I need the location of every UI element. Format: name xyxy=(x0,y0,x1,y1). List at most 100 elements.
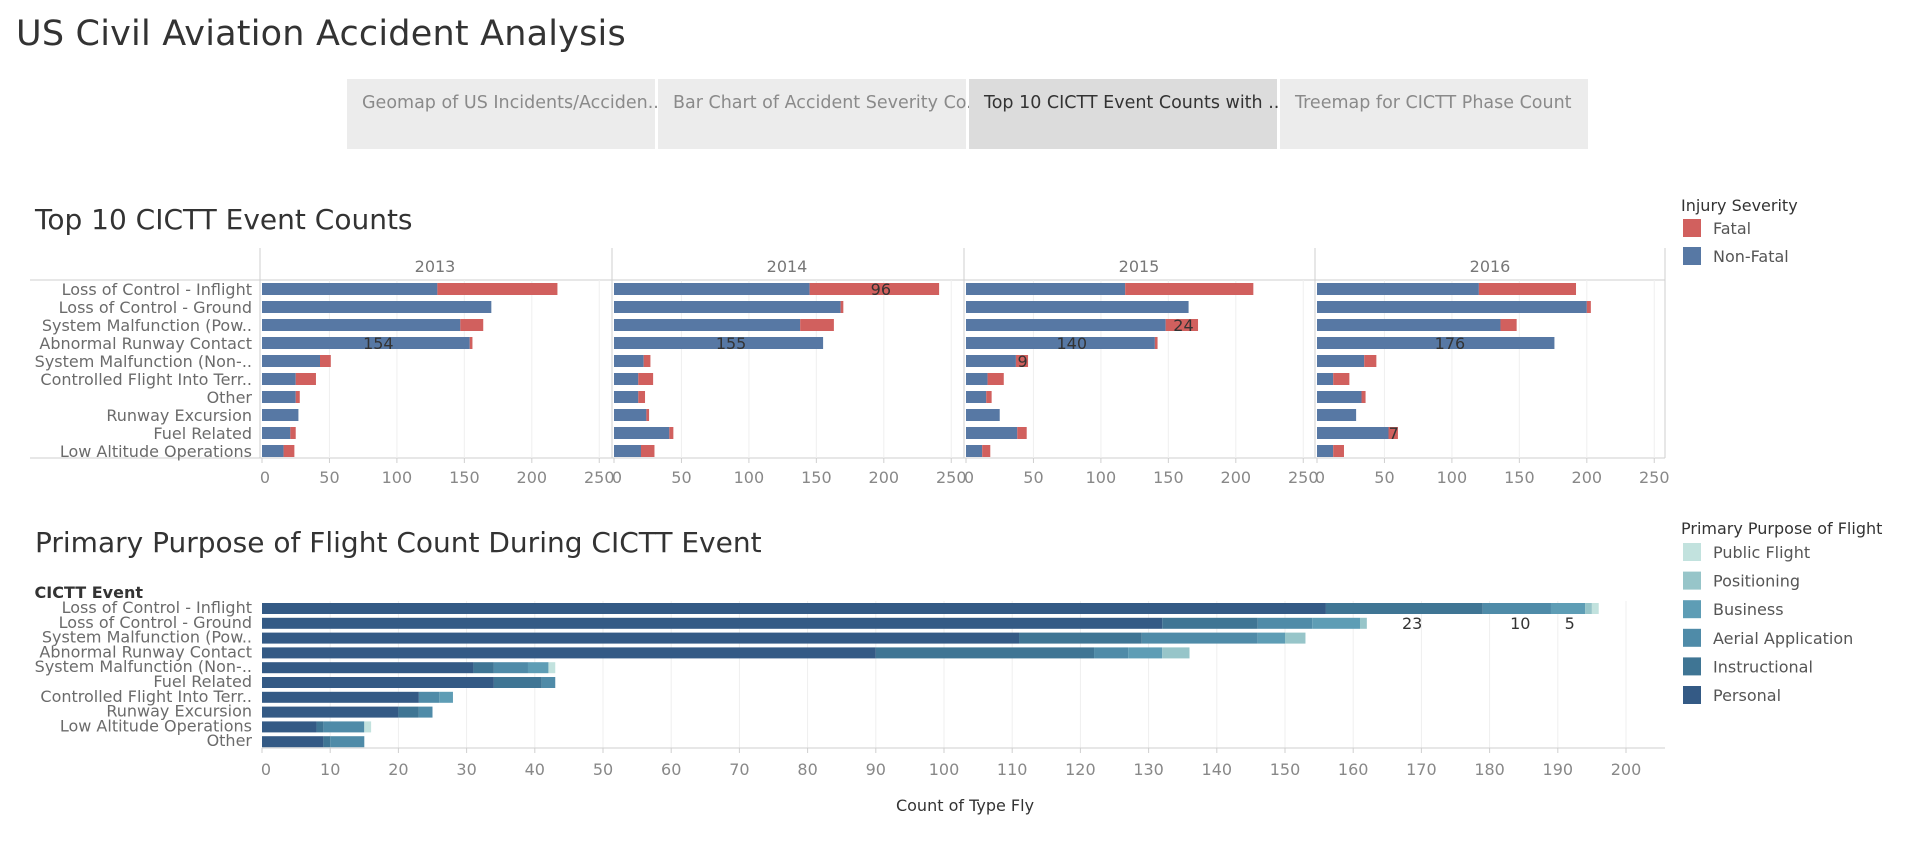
bar-abnormal-runway-contact-instructional[interactable] xyxy=(875,647,1095,659)
bar-2016-abnormal-runway-contact-non-fatal[interactable] xyxy=(1317,337,1555,349)
bar-abnormal-runway-contact-aerial-application[interactable] xyxy=(1094,647,1129,659)
bar-2015-controlled-flight-into-terr-non-fatal[interactable] xyxy=(966,373,988,385)
bar-2015-system-malfunction-pow-fatal[interactable] xyxy=(1165,319,1199,331)
bar-abnormal-runway-contact-personal[interactable] xyxy=(262,647,876,659)
bar-2015-runway-excursion-non-fatal[interactable] xyxy=(966,409,1000,421)
bar-2016-system-malfunction-non-fatal[interactable] xyxy=(1364,355,1377,367)
tab-top10-cictt[interactable]: Top 10 CICTT Event Counts with .. xyxy=(969,79,1279,149)
bar-system-malfunction-pow-positioning[interactable] xyxy=(1285,632,1306,644)
legend1-swatch-non-fatal[interactable] xyxy=(1683,247,1701,265)
bar-other-instructional[interactable] xyxy=(323,736,331,748)
legend2-swatch-public-flight[interactable] xyxy=(1683,543,1701,561)
bar-2015-abnormal-runway-contact-fatal[interactable] xyxy=(1154,337,1158,349)
legend2-item-aerial-application[interactable]: Aerial Application xyxy=(1713,629,1853,648)
bar-2016-loss-of-control-inflight-non-fatal[interactable] xyxy=(1317,283,1479,295)
bar-2013-system-malfunction-non-non-fatal[interactable] xyxy=(262,355,321,367)
bar-system-malfunction-non-instructional[interactable] xyxy=(473,662,494,674)
bar-2014-runway-excursion-fatal[interactable] xyxy=(646,409,650,421)
bar-2014-other-non-fatal[interactable] xyxy=(614,391,639,403)
bar-abnormal-runway-contact-positioning[interactable] xyxy=(1162,647,1190,659)
bar-fuel-related-aerial-application[interactable] xyxy=(541,677,556,688)
bar-2015-loss-of-control-inflight-non-fatal[interactable] xyxy=(966,283,1126,295)
bar-2015-loss-of-control-ground-non-fatal[interactable] xyxy=(966,301,1189,313)
bar-2013-controlled-flight-into-terr-non-fatal[interactable] xyxy=(262,373,296,385)
bar-2014-system-malfunction-pow-fatal[interactable] xyxy=(800,319,834,331)
legend1-item-non-fatal[interactable]: Non-Fatal xyxy=(1713,247,1789,266)
bar-2016-system-malfunction-non-non-fatal[interactable] xyxy=(1317,355,1365,367)
bar-2014-fuel-related-non-fatal[interactable] xyxy=(614,427,670,439)
bar-loss-of-control-ground-business[interactable] xyxy=(1312,617,1361,629)
bar-2014-loss-of-control-ground-fatal[interactable] xyxy=(840,301,844,313)
bar-loss-of-control-inflight-business[interactable] xyxy=(1550,603,1586,614)
bar-controlled-flight-into-terr-business[interactable] xyxy=(439,691,453,703)
bar-2016-runway-excursion-non-fatal[interactable] xyxy=(1317,409,1357,421)
bar-2013-fuel-related-fatal[interactable] xyxy=(290,427,296,439)
bar-2013-other-fatal[interactable] xyxy=(295,391,300,403)
bar-2016-low-altitude-operations-fatal[interactable] xyxy=(1333,445,1344,457)
bar-2015-other-non-fatal[interactable] xyxy=(966,391,987,403)
bar-2013-low-altitude-operations-fatal[interactable] xyxy=(283,445,295,457)
bar-2014-loss-of-control-ground-non-fatal[interactable] xyxy=(614,301,841,313)
bar-other-aerial-application[interactable] xyxy=(330,736,365,748)
bar-2016-loss-of-control-ground-fatal[interactable] xyxy=(1586,301,1591,313)
bar-2014-other-fatal[interactable] xyxy=(638,391,646,403)
bar-loss-of-control-inflight-public-flight[interactable] xyxy=(1591,603,1599,614)
legend1-swatch-fatal[interactable] xyxy=(1683,219,1701,237)
bar-2013-low-altitude-operations-non-fatal[interactable] xyxy=(262,445,284,457)
bar-runway-excursion-personal[interactable] xyxy=(262,706,399,718)
bar-2013-other-non-fatal[interactable] xyxy=(262,391,296,403)
legend2-item-public-flight[interactable]: Public Flight xyxy=(1713,543,1810,562)
legend2-swatch-business[interactable] xyxy=(1683,600,1701,619)
bar-abnormal-runway-contact-business[interactable] xyxy=(1128,647,1163,659)
bar-2015-controlled-flight-into-terr-fatal[interactable] xyxy=(987,373,1004,385)
bar-2015-system-malfunction-non-fatal[interactable] xyxy=(1015,355,1029,367)
bar-system-malfunction-non-personal[interactable] xyxy=(262,662,474,674)
bar-2013-system-malfunction-pow-fatal[interactable] xyxy=(460,319,484,331)
legend2-item-business[interactable]: Business xyxy=(1713,600,1784,619)
bar-2016-controlled-flight-into-terr-fatal[interactable] xyxy=(1333,373,1350,385)
bar-system-malfunction-pow-aerial-application[interactable] xyxy=(1141,632,1258,644)
bar-system-malfunction-non-aerial-application[interactable] xyxy=(493,662,528,674)
bar-loss-of-control-inflight-positioning[interactable] xyxy=(1585,603,1592,614)
bar-2014-controlled-flight-into-terr-fatal[interactable] xyxy=(638,373,654,385)
legend2-item-instructional[interactable]: Instructional xyxy=(1713,657,1813,676)
bar-2013-fuel-related-non-fatal[interactable] xyxy=(262,427,291,439)
bar-2016-loss-of-control-ground-non-fatal[interactable] xyxy=(1317,301,1587,313)
bar-fuel-related-personal[interactable] xyxy=(262,677,494,688)
bar-2015-low-altitude-operations-non-fatal[interactable] xyxy=(966,445,983,457)
bar-controlled-flight-into-terr-personal[interactable] xyxy=(262,691,419,703)
bar-system-malfunction-pow-business[interactable] xyxy=(1257,632,1285,644)
bar-runway-excursion-aerial-application[interactable] xyxy=(418,706,433,718)
bar-2013-controlled-flight-into-terr-fatal[interactable] xyxy=(295,373,316,385)
legend2-item-personal[interactable]: Personal xyxy=(1713,686,1781,705)
legend1-item-fatal[interactable]: Fatal xyxy=(1713,219,1751,238)
bar-2014-loss-of-control-inflight-fatal[interactable] xyxy=(809,283,940,295)
bar-other-personal[interactable] xyxy=(262,736,324,748)
bar-2015-system-malfunction-pow-non-fatal[interactable] xyxy=(966,319,1166,331)
tab-bar-chart[interactable]: Bar Chart of Accident Severity Co.. xyxy=(658,79,977,149)
bar-2014-system-malfunction-non-non-fatal[interactable] xyxy=(614,355,644,367)
bar-2014-low-altitude-operations-fatal[interactable] xyxy=(640,445,655,457)
bar-2013-loss-of-control-ground-non-fatal[interactable] xyxy=(262,301,492,313)
bar-2014-system-malfunction-pow-non-fatal[interactable] xyxy=(614,319,801,331)
bar-2015-fuel-related-fatal[interactable] xyxy=(1017,427,1027,439)
bar-2016-low-altitude-operations-non-fatal[interactable] xyxy=(1317,445,1334,457)
bar-system-malfunction-pow-instructional[interactable] xyxy=(1019,632,1142,644)
bar-loss-of-control-inflight-personal[interactable] xyxy=(262,603,1326,614)
bar-loss-of-control-ground-instructional[interactable] xyxy=(1162,617,1258,629)
bar-2015-system-malfunction-non-non-fatal[interactable] xyxy=(966,355,1016,367)
bar-loss-of-control-ground-positioning[interactable] xyxy=(1360,617,1367,629)
bar-2015-other-fatal[interactable] xyxy=(986,391,992,403)
bar-2016-system-malfunction-pow-non-fatal[interactable] xyxy=(1317,319,1501,331)
bar-2015-fuel-related-non-fatal[interactable] xyxy=(966,427,1018,439)
bar-2013-abnormal-runway-contact-non-fatal[interactable] xyxy=(262,337,470,349)
bar-2016-controlled-flight-into-terr-non-fatal[interactable] xyxy=(1317,373,1334,385)
bar-2015-low-altitude-operations-fatal[interactable] xyxy=(982,445,991,457)
bar-2013-abnormal-runway-contact-fatal[interactable] xyxy=(469,337,473,349)
bar-runway-excursion-instructional[interactable] xyxy=(398,706,419,718)
legend2-swatch-instructional[interactable] xyxy=(1683,657,1701,676)
bar-2016-other-non-fatal[interactable] xyxy=(1317,391,1362,403)
bar-fuel-related-instructional[interactable] xyxy=(493,677,542,688)
bar-2013-runway-excursion-non-fatal[interactable] xyxy=(262,409,299,421)
bar-loss-of-control-ground-aerial-application[interactable] xyxy=(1257,617,1313,629)
